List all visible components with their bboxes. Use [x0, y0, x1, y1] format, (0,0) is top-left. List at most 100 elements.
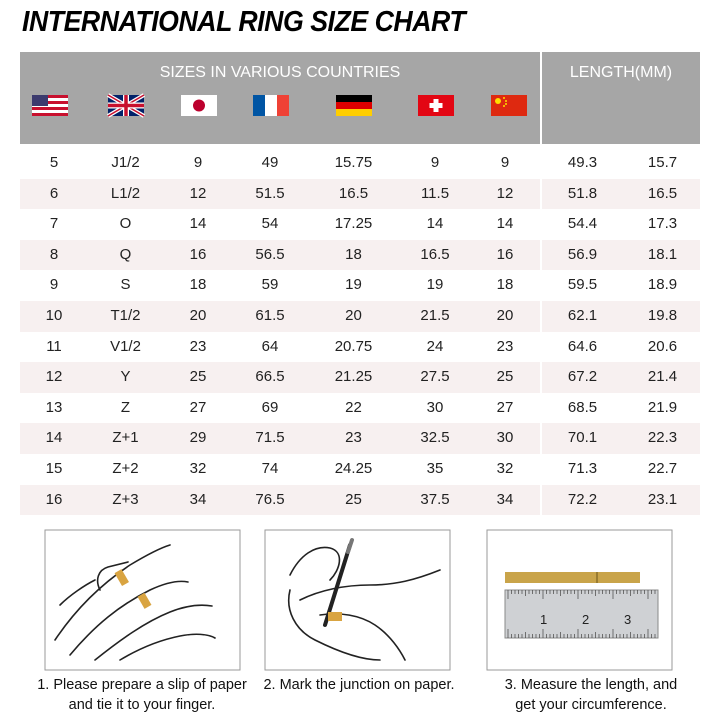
table-cell: 11.5 — [420, 184, 450, 202]
table-cell: 16 — [45, 490, 63, 508]
table-cell: 18.9 — [647, 276, 678, 294]
table-cell: 18 — [496, 276, 514, 294]
ruler-label: 3 — [624, 612, 631, 627]
paper-strip — [137, 592, 152, 609]
table-cell: 16 — [496, 245, 514, 263]
separator — [540, 52, 542, 144]
table-cell: 59.5 — [567, 276, 598, 294]
table-cell: 20 — [189, 307, 207, 324]
row-stripe — [20, 301, 700, 332]
table-cell: 9 — [500, 154, 510, 171]
table-cell: 24 — [426, 337, 444, 355]
table-cell: 69 — [261, 398, 279, 416]
table-cell: T1/2 — [110, 307, 141, 324]
table-cell: 27 — [496, 398, 514, 416]
table-cell: 56.5 — [255, 245, 285, 263]
flag-de — [336, 95, 372, 116]
table-cell: 25 — [496, 368, 514, 386]
table-cell: 30 — [426, 398, 444, 416]
table-cell: 14 — [45, 429, 63, 447]
table-cell: 18 — [345, 245, 362, 263]
table-cell: 29 — [189, 429, 207, 447]
panel — [264, 529, 451, 671]
table-cell: 25 — [189, 368, 207, 386]
table-cell: 34 — [189, 490, 207, 508]
table-cell: 72.2 — [567, 490, 598, 508]
column-header: JPN — [23, 28, 47, 42]
table-cell: Q — [119, 245, 132, 263]
step-caption: 3. Measure the length, and — [504, 677, 678, 693]
table-cell: O — [119, 215, 132, 233]
row-stripe — [20, 484, 700, 516]
table-cell: V1/2 — [110, 337, 141, 355]
table-cell: 19 — [345, 276, 362, 294]
ruler — [504, 589, 659, 639]
table-cell: 22.3 — [647, 429, 678, 447]
table-cell: 12 — [45, 368, 63, 386]
table-cell: 51.5 — [255, 184, 285, 202]
table-cell: 14 — [189, 215, 207, 233]
table-cell: 11 — [46, 337, 62, 355]
table-cell: 15.75 — [334, 154, 373, 171]
table-cell: 24.25 — [334, 460, 373, 477]
table-cell: 62.1 — [567, 307, 598, 324]
table-cell: 20 — [496, 307, 514, 324]
table-cell: 10 — [45, 307, 63, 324]
table-cell: 19 — [426, 276, 444, 294]
table-cell: 76.5 — [255, 490, 285, 508]
table-cell: 5 — [49, 154, 59, 171]
table-cell: 16.5 — [420, 245, 450, 263]
table-cell: 51.8 — [567, 184, 598, 202]
row-stripe — [20, 239, 700, 271]
table-cell: 12 — [496, 184, 514, 202]
table-cell: 34 — [496, 490, 514, 508]
table-cell: 21.4 — [647, 368, 678, 386]
flag-usa — [32, 95, 68, 116]
ruler-ticks: 1 2 3 — [507, 590, 656, 638]
table-cell: J1/2 — [111, 154, 140, 171]
table-cell: 13 — [45, 398, 63, 416]
group-header: SIZES IN VARIOUS COUNTRIES — [159, 64, 401, 81]
table-cell: 70.1 — [567, 429, 598, 447]
table-cell: 54.4 — [567, 215, 598, 233]
column-header: USA — [21, 0, 47, 14]
column-header: UK — [29, 14, 46, 28]
table-cell: 17.25 — [334, 215, 373, 233]
table-cell: 49.3 — [567, 154, 598, 171]
table-cell: S — [120, 276, 131, 294]
paper-strip — [328, 612, 342, 621]
hand-illustration — [54, 544, 216, 661]
table-cell: 23 — [496, 337, 514, 355]
table-cell: 67.2 — [567, 368, 598, 386]
step-caption: get your circumference. — [515, 697, 667, 713]
table-cell: 22 — [345, 398, 362, 416]
table-cell: 64.6 — [567, 337, 598, 355]
ruler-label: 2 — [582, 612, 589, 627]
table-cell: 9 — [193, 154, 203, 171]
table-cell: 27.5 — [420, 368, 450, 386]
table-cell: 15 — [45, 460, 63, 477]
table-cell: 14 — [426, 215, 444, 233]
step-caption: and tie it to your finger. — [68, 697, 216, 713]
separator — [540, 52, 542, 515]
table-cell: 54 — [261, 215, 279, 233]
table-cell: 64 — [261, 337, 279, 355]
step-caption: 2. Mark the junction on paper. — [263, 677, 455, 693]
table-cell: 18.1 — [647, 245, 678, 263]
table-cell: 14 — [496, 215, 514, 233]
ruler-label: 1 — [540, 612, 547, 627]
row-stripe — [20, 423, 700, 454]
table-cell: 30 — [496, 429, 514, 447]
table-cell: Z — [120, 398, 131, 416]
table-cell: 20.75 — [334, 337, 373, 355]
title: INTERNATIONAL RING SIZE CHART — [22, 6, 466, 38]
table-cell: 9 — [430, 154, 440, 171]
table-cell: 27 — [189, 398, 207, 416]
table-cell: 18 — [189, 276, 207, 294]
table-cell: 16.5 — [647, 184, 678, 202]
table-cell: 23.1 — [647, 490, 678, 508]
table-cell: 32.5 — [420, 429, 450, 447]
table-cell: 9 — [49, 276, 59, 294]
